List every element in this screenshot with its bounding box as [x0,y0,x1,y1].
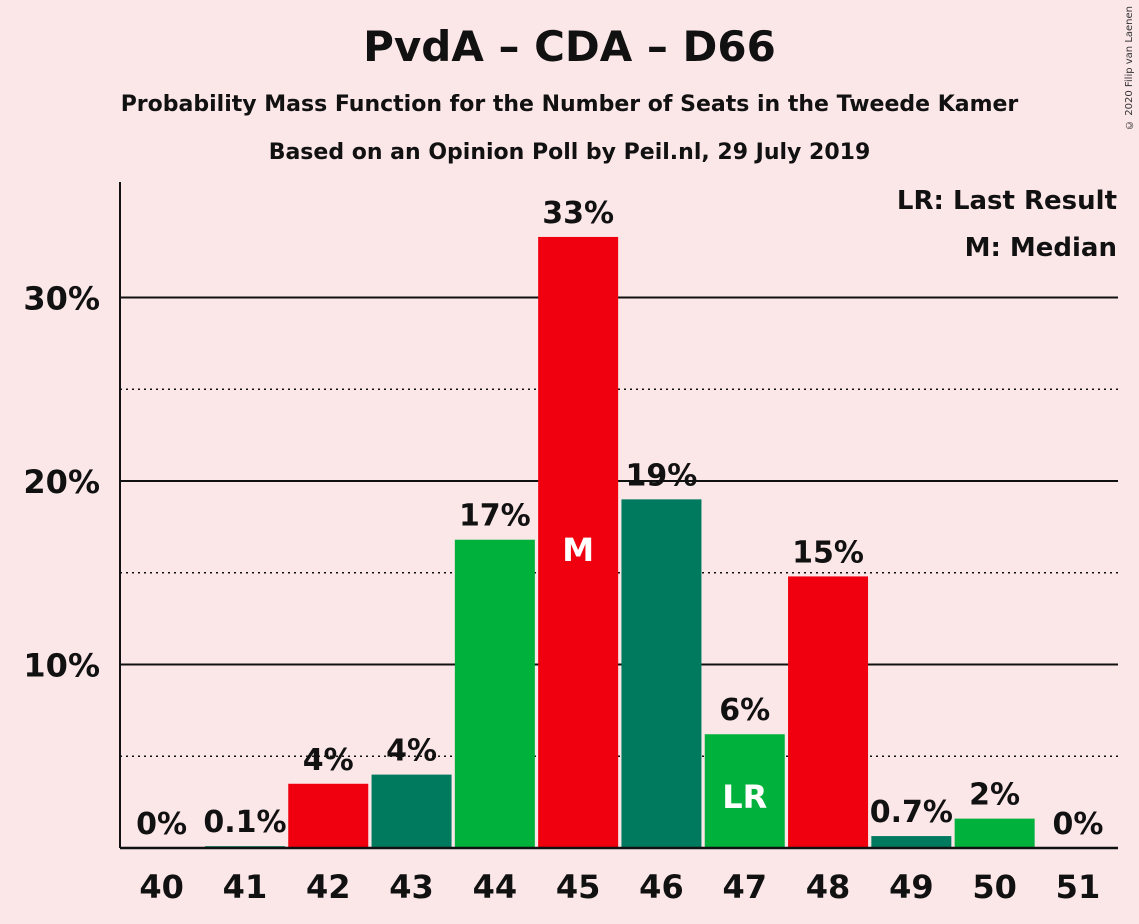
x-tick-label: 45 [556,868,601,906]
x-tick-label: 50 [972,868,1017,906]
chart-source-line: Based on an Opinion Poll by Peil.nl, 29 … [268,140,871,165]
value-label: 19% [626,458,698,493]
value-label: 0.7% [870,795,953,830]
y-tick-label: 30% [23,280,100,318]
bar-47 [704,734,785,848]
bar-43 [371,774,452,848]
x-tick-label: 42 [306,868,351,906]
legend-last-result: LR: Last Result [896,186,1117,216]
value-label: 15% [792,535,864,570]
value-label: 2% [969,778,1020,813]
value-label: 0% [1052,807,1103,842]
bar-48 [788,576,869,848]
x-tick-label: 47 [722,868,767,906]
chart-title: PvdA – CDA – D66 [363,22,776,71]
bar-46 [621,499,702,848]
x-tick-label: 48 [806,868,851,906]
value-label: 4% [386,734,437,769]
bar-50 [954,818,1035,848]
x-tick-label: 43 [389,868,434,906]
x-tick-label: 40 [139,868,184,906]
bar-45 [538,236,619,848]
x-tick-label: 51 [1056,868,1101,906]
bar-49 [871,836,952,848]
bar-44 [454,539,535,848]
chart-subtitle: Probability Mass Function for the Number… [120,92,1019,117]
last-result-marker: LR [722,778,767,816]
x-tick-label: 41 [223,868,268,906]
x-tick-label: 44 [473,868,518,906]
value-label: 6% [719,693,770,728]
legend-median: M: Median [964,233,1117,263]
value-label: 0% [136,807,187,842]
x-tick-label: 49 [889,868,934,906]
y-tick-label: 20% [23,463,100,501]
x-tick-label: 46 [639,868,684,906]
value-label: 4% [303,743,354,778]
y-tick-label: 10% [23,647,100,685]
median-marker: M [562,531,594,569]
bar-42 [288,783,369,848]
value-label: 0.1% [203,805,286,840]
value-label: 17% [459,499,531,534]
value-label: 33% [542,196,614,231]
